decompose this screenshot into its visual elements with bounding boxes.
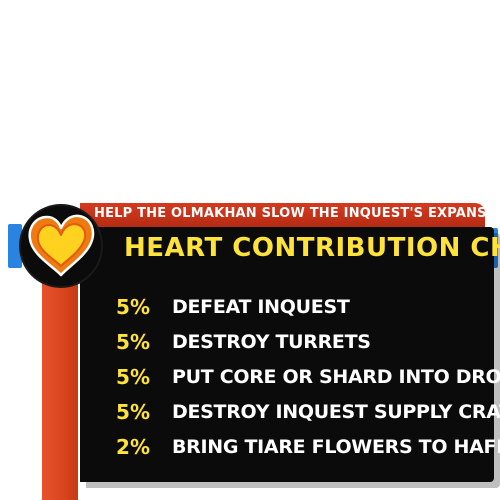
contribution-percent: 5% (116, 364, 150, 389)
list-item: 5% DESTROY TURRETS (114, 324, 500, 359)
contribution-panel: HEART CONTRIBUTION CHART 5% DEFEAT INQUE… (80, 227, 500, 482)
banner-strip: HELP THE OLMAKHAN SLOW THE INQUEST'S EXP… (80, 203, 500, 227)
contribution-label: DEFEAT INQUEST (172, 295, 350, 318)
contribution-label: DESTROY INQUEST SUPPLY CRATES (172, 400, 500, 423)
list-item: 5% PUT CORE OR SHARD INTO DRONES (114, 359, 500, 394)
heart-badge (18, 203, 104, 289)
list-item: 5% DESTROY INQUEST SUPPLY CRATES (114, 394, 500, 429)
left-blue-tab (8, 224, 22, 268)
contribution-percent: 5% (116, 294, 150, 319)
heart-icon (19, 204, 103, 288)
contribution-list: 5% DEFEAT INQUEST 5% DESTROY TURRETS 5% … (114, 289, 500, 464)
banner-subtitle: HELP THE OLMAKHAN SLOW THE INQUEST'S EXP… (94, 206, 500, 221)
contribution-label: PUT CORE OR SHARD INTO DRONES (172, 365, 500, 388)
contribution-label: DESTROY TURRETS (172, 330, 371, 353)
contribution-percent: 5% (116, 329, 150, 354)
contribution-label: BRING TIARE FLOWERS TO HAFREN (172, 435, 500, 458)
list-item: 5% DEFEAT INQUEST (114, 289, 500, 324)
contribution-percent: 5% (116, 399, 150, 424)
list-item: 2% BRING TIARE FLOWERS TO HAFREN (114, 429, 500, 464)
contribution-percent: 2% (116, 434, 150, 459)
panel-title: HEART CONTRIBUTION CHART (124, 233, 500, 263)
